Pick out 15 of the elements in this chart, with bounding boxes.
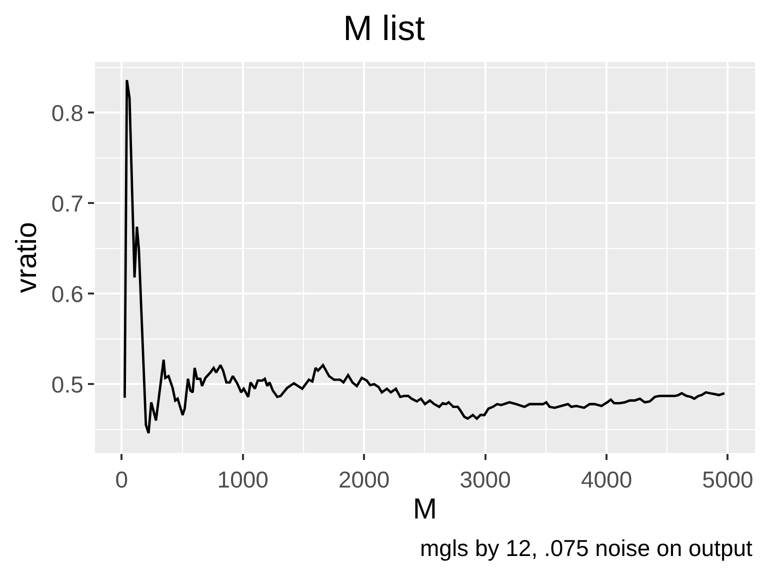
- y-tick-label: 0.5: [51, 371, 84, 398]
- text: mgls by 12, .075 noise on output: [420, 535, 754, 561]
- y-axis-title: vratio: [10, 222, 43, 293]
- y-tick-label: 0.6: [51, 280, 84, 307]
- chart-title: M list: [343, 8, 426, 48]
- y-tick-label: 0.8: [51, 100, 84, 126]
- x-tick-label: 3000: [460, 466, 511, 493]
- x-tick-label: 2000: [338, 466, 390, 493]
- y-tick-label: 0.7: [51, 190, 84, 216]
- x-tick-label: 4000: [580, 466, 632, 493]
- x-tick-label: 5000: [702, 466, 754, 493]
- line-series: [124, 78, 726, 434]
- x-tick-label: 1000: [217, 466, 268, 493]
- x-tick-label: 0: [115, 466, 128, 493]
- x-axis-title: M: [412, 493, 438, 526]
